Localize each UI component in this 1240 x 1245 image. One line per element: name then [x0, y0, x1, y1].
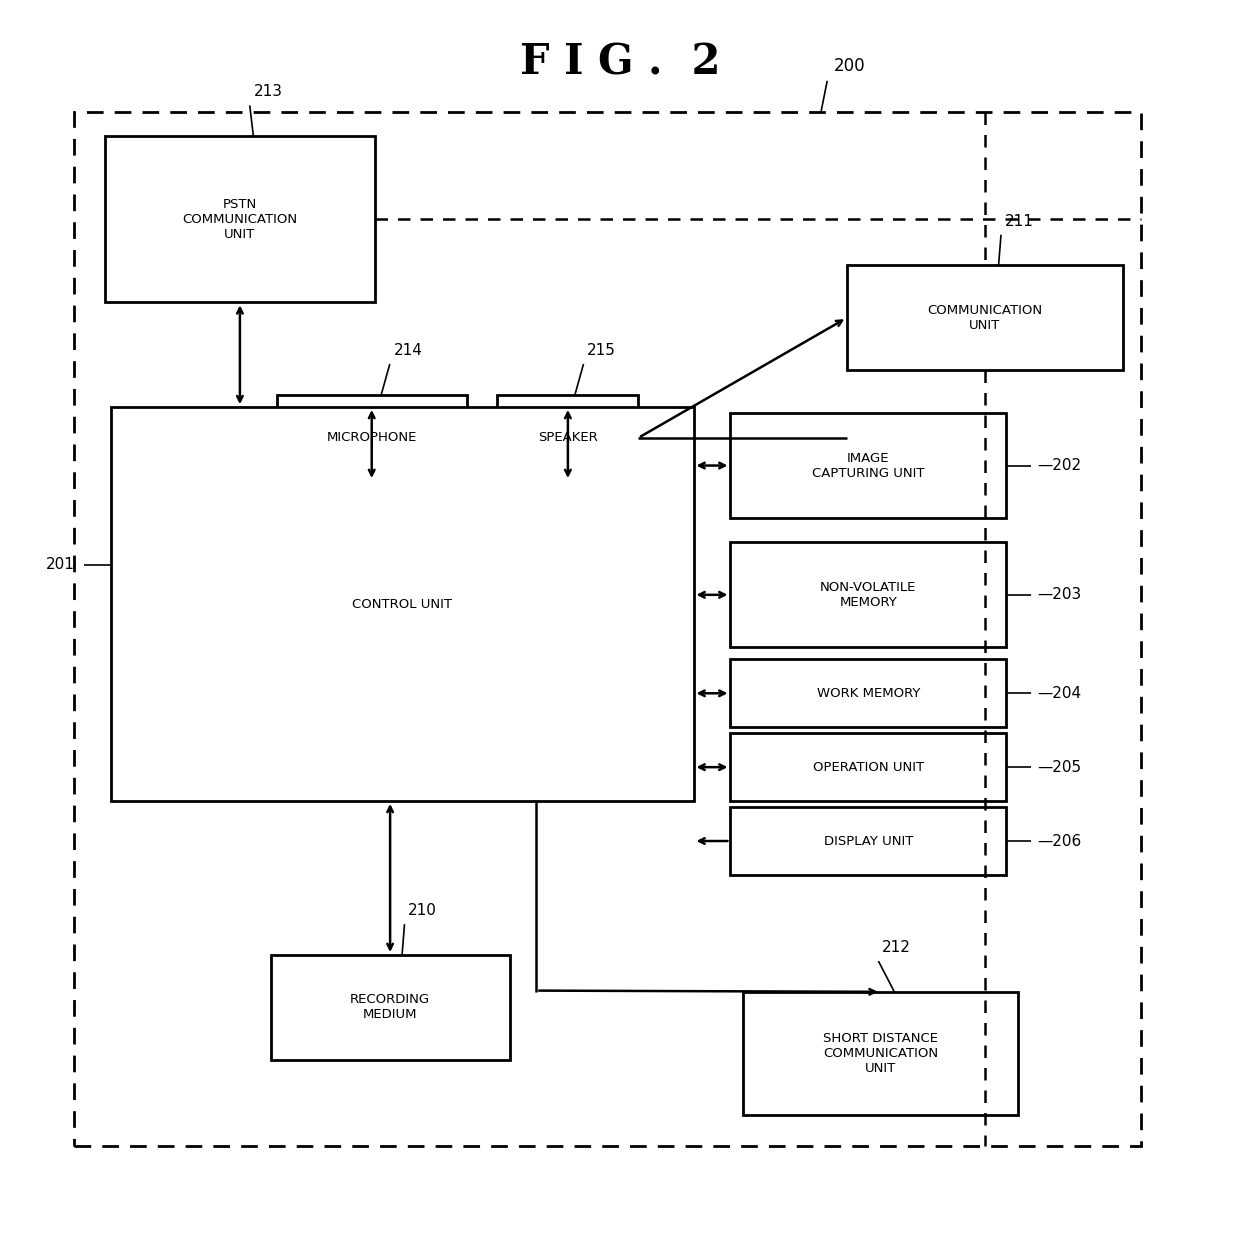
Text: —206: —206 [1037, 833, 1081, 849]
Text: NON-VOLATILE
MEMORY: NON-VOLATILE MEMORY [820, 581, 916, 609]
Bar [730, 543, 1006, 647]
Bar [105, 136, 374, 303]
Text: 215: 215 [588, 342, 616, 357]
Text: RECORDING
MEDIUM: RECORDING MEDIUM [350, 994, 430, 1021]
Text: 210: 210 [408, 903, 436, 918]
Text: SHORT DISTANCE
COMMUNICATION
UNIT: SHORT DISTANCE COMMUNICATION UNIT [823, 1032, 939, 1074]
Text: F I G .  2: F I G . 2 [520, 41, 720, 83]
Bar [270, 955, 510, 1059]
Text: MICROPHONE: MICROPHONE [326, 431, 417, 444]
Bar [277, 395, 466, 481]
Bar [730, 413, 1006, 518]
Text: 211: 211 [1004, 214, 1034, 229]
Text: —205: —205 [1037, 759, 1081, 774]
Text: WORK MEMORY: WORK MEMORY [817, 687, 920, 700]
Bar [847, 265, 1122, 370]
Bar [112, 407, 693, 801]
Text: —203: —203 [1037, 588, 1081, 603]
Bar [730, 807, 1006, 875]
Text: PSTN
COMMUNICATION
UNIT: PSTN COMMUNICATION UNIT [182, 198, 298, 240]
Text: CONTROL UNIT: CONTROL UNIT [352, 598, 453, 610]
Text: OPERATION UNIT: OPERATION UNIT [812, 761, 924, 773]
Text: 213: 213 [253, 85, 283, 100]
Text: 214: 214 [393, 342, 423, 357]
Text: 200: 200 [833, 57, 866, 75]
Bar [497, 395, 639, 481]
Text: COMMUNICATION
UNIT: COMMUNICATION UNIT [928, 304, 1043, 332]
Bar [730, 660, 1006, 727]
Bar [730, 733, 1006, 801]
Bar [743, 992, 1018, 1116]
Text: IMAGE
CAPTURING UNIT: IMAGE CAPTURING UNIT [812, 452, 925, 479]
Text: DISPLAY UNIT: DISPLAY UNIT [823, 834, 913, 848]
Text: —202: —202 [1037, 458, 1081, 473]
Text: 201: 201 [46, 558, 74, 573]
Text: —204: —204 [1037, 686, 1081, 701]
Text: SPEAKER: SPEAKER [538, 431, 598, 444]
Text: 212: 212 [882, 940, 911, 955]
Bar [74, 112, 1141, 1145]
